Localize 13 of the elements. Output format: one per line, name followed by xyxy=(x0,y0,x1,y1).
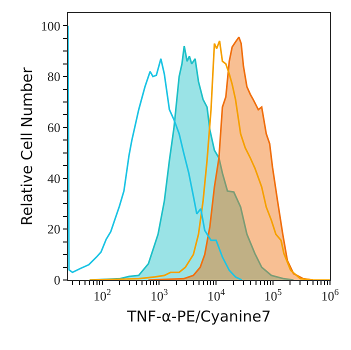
x-tick-label: 10$^{2}$ xyxy=(94,287,112,304)
x-axis-title: TNF-α-PE/Cyanine7 xyxy=(126,308,271,326)
y-tick-label: 80 xyxy=(47,69,60,84)
y-tick-label: 0 xyxy=(54,272,60,288)
y-tick-label: 60 xyxy=(47,120,60,135)
y-tick-label: 40 xyxy=(47,170,60,186)
x-tick-label: 10$^{5}$ xyxy=(264,287,282,304)
x-tick-label: 10$^{4}$ xyxy=(207,287,226,304)
x-tick-label: 10$^{6}$ xyxy=(321,287,340,304)
y-tick-label: 20 xyxy=(47,222,60,237)
x-tick-label: 10$^{3}$ xyxy=(150,287,168,304)
y-axis-title: Relative Cell Number xyxy=(18,66,36,226)
y-tick-label: 100 xyxy=(40,18,60,34)
